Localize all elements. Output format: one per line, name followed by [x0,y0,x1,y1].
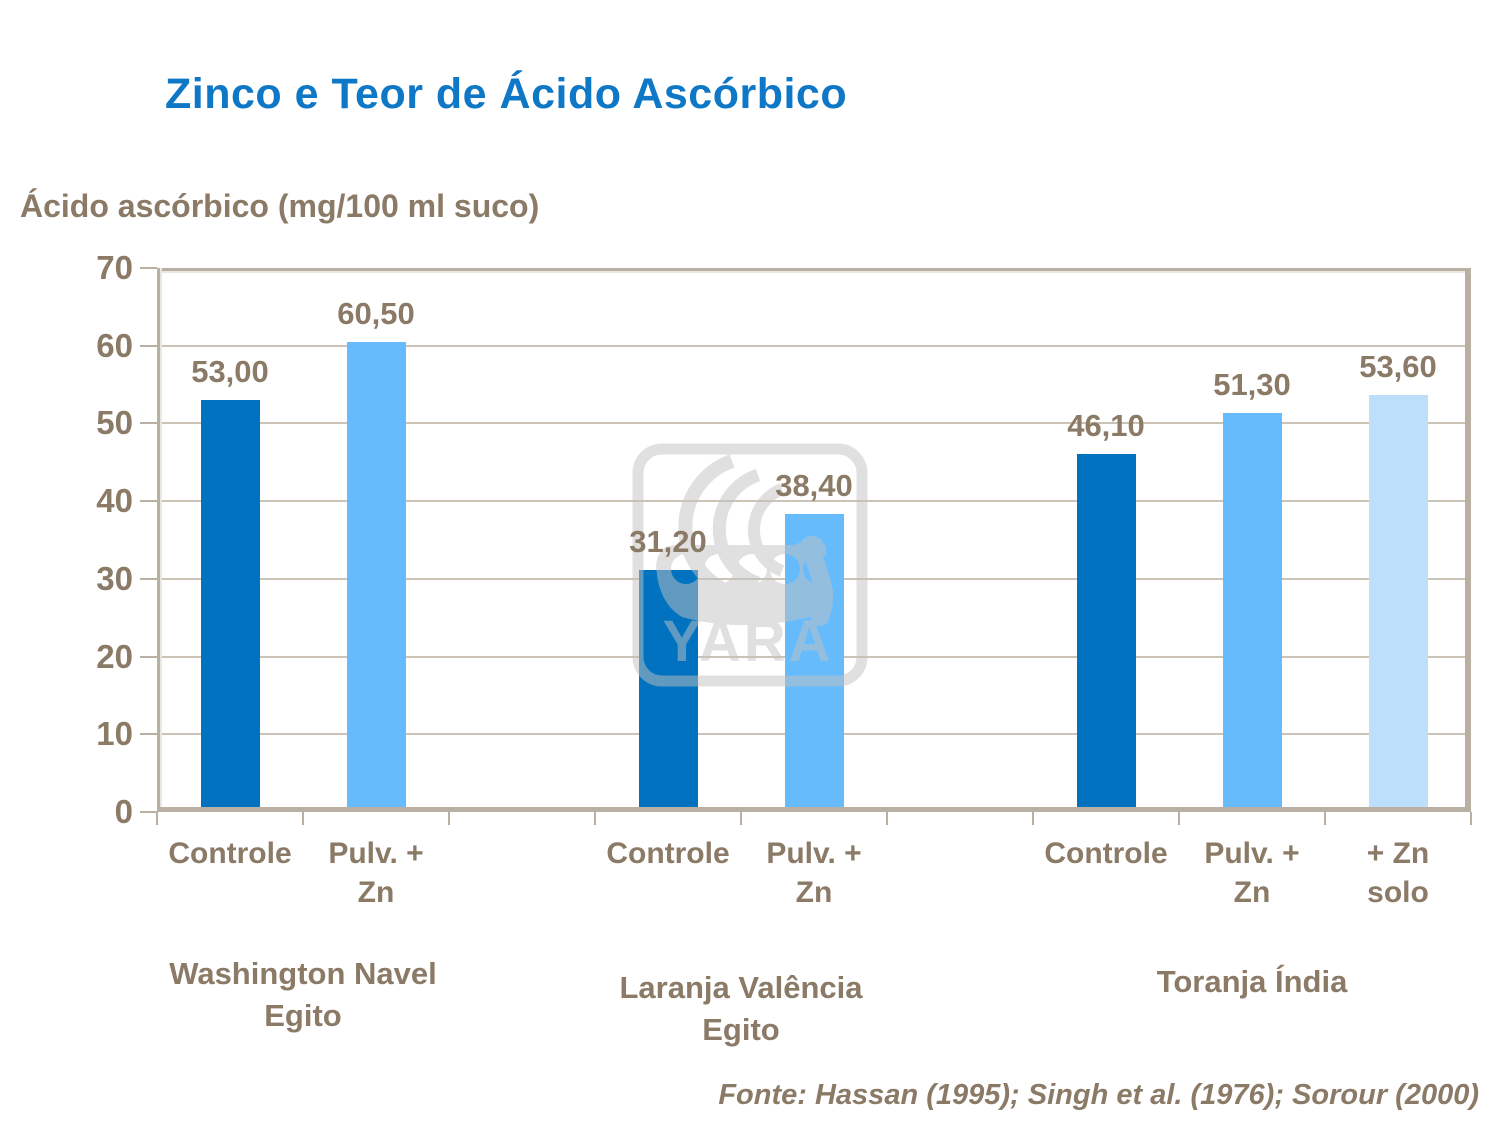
category-label: + Zn solo [1366,837,1430,909]
watermark-dragon-beak [782,537,816,561]
plot-area: YARA 53,00 60,50 31,20 38,40 46,10 51,30 53,60 [157,268,1471,812]
category-label: Pulv. + Zn [328,837,424,909]
bar-pulv. +-zn [346,341,406,812]
watermark-ship-hull [656,545,826,626]
bar-+ zn-solo [1368,395,1428,812]
yara-watermark-logo: YARA [632,443,868,687]
y-axis-tick [140,344,157,347]
category-label: Controle [168,837,292,870]
y-axis-tick-label: 40 [96,482,133,520]
bar-value-label: 46,10 [1067,407,1145,443]
y-axis-tick [140,500,157,503]
bar-value-label: 60,50 [337,295,415,331]
y-axis-tick [140,811,157,813]
plot-frame-top [157,268,1471,271]
x-axis-tick [1178,812,1180,825]
x-axis-tick [740,812,742,825]
y-axis-tick-label: 10 [96,715,133,753]
y-axis-tick-label: 30 [96,559,133,597]
bar-value-label: 53,00 [191,354,269,390]
bar-value-label: 51,30 [1213,367,1291,403]
x-axis-tick [886,812,888,825]
y-axis-title: Ácido ascórbico (mg/100 ml suco) [20,188,540,224]
y-axis-tick-label: 20 [96,637,133,675]
group-name: Toranja Índia [1156,964,1348,999]
chart-title: Zinco e Teor de Ácido Ascórbico [165,70,848,118]
y-axis-tick [140,733,157,736]
category-label: Pulv. + Zn [766,837,862,909]
gridline-50 [157,422,1471,425]
y-axis-tick [140,577,157,580]
plot-frame-right [1465,268,1471,812]
gridline-40 [157,500,1471,503]
category-label: Controle [606,837,730,870]
watermark-border [632,443,868,687]
group-name: Laranja Valência Egito [619,970,863,1047]
x-axis-tick [156,812,158,825]
watermark-text: YARA [662,609,833,674]
gridline-60 [157,344,1471,347]
y-axis-tick [140,655,157,658]
bar-value-label: 53,60 [1359,349,1437,385]
category-label: Pulv. + Zn [1204,837,1300,909]
x-axis-tick [1324,812,1326,825]
x-axis-tick [302,812,304,825]
x-axis-tick [1032,812,1034,825]
y-axis-line [157,268,160,812]
bar-pulv. +-zn [1222,413,1282,812]
y-axis-tick-label: 50 [96,404,133,442]
watermark-dragon-neck [805,548,834,626]
y-axis-tick-label: 60 [96,326,133,364]
group-name: Washington Navel Egito [169,956,437,1033]
y-axis-tick [140,267,157,269]
y-axis-tick [140,422,157,425]
x-axis-line [157,807,1471,812]
category-label: Controle [1044,837,1168,870]
bar-value-label: 31,20 [629,523,707,559]
y-axis-tick-label: 70 [96,249,133,286]
source-citation: Fonte: Hassan (1995); Singh et al. (1976… [718,1079,1479,1111]
bar-controle [1076,453,1136,812]
x-axis-tick [448,812,450,825]
x-axis-tick [594,812,596,825]
y-axis-tick-label: 0 [114,793,133,830]
bar-value-label: 38,40 [775,467,853,503]
bar-controle [200,400,260,812]
x-axis-tick [1470,812,1472,825]
